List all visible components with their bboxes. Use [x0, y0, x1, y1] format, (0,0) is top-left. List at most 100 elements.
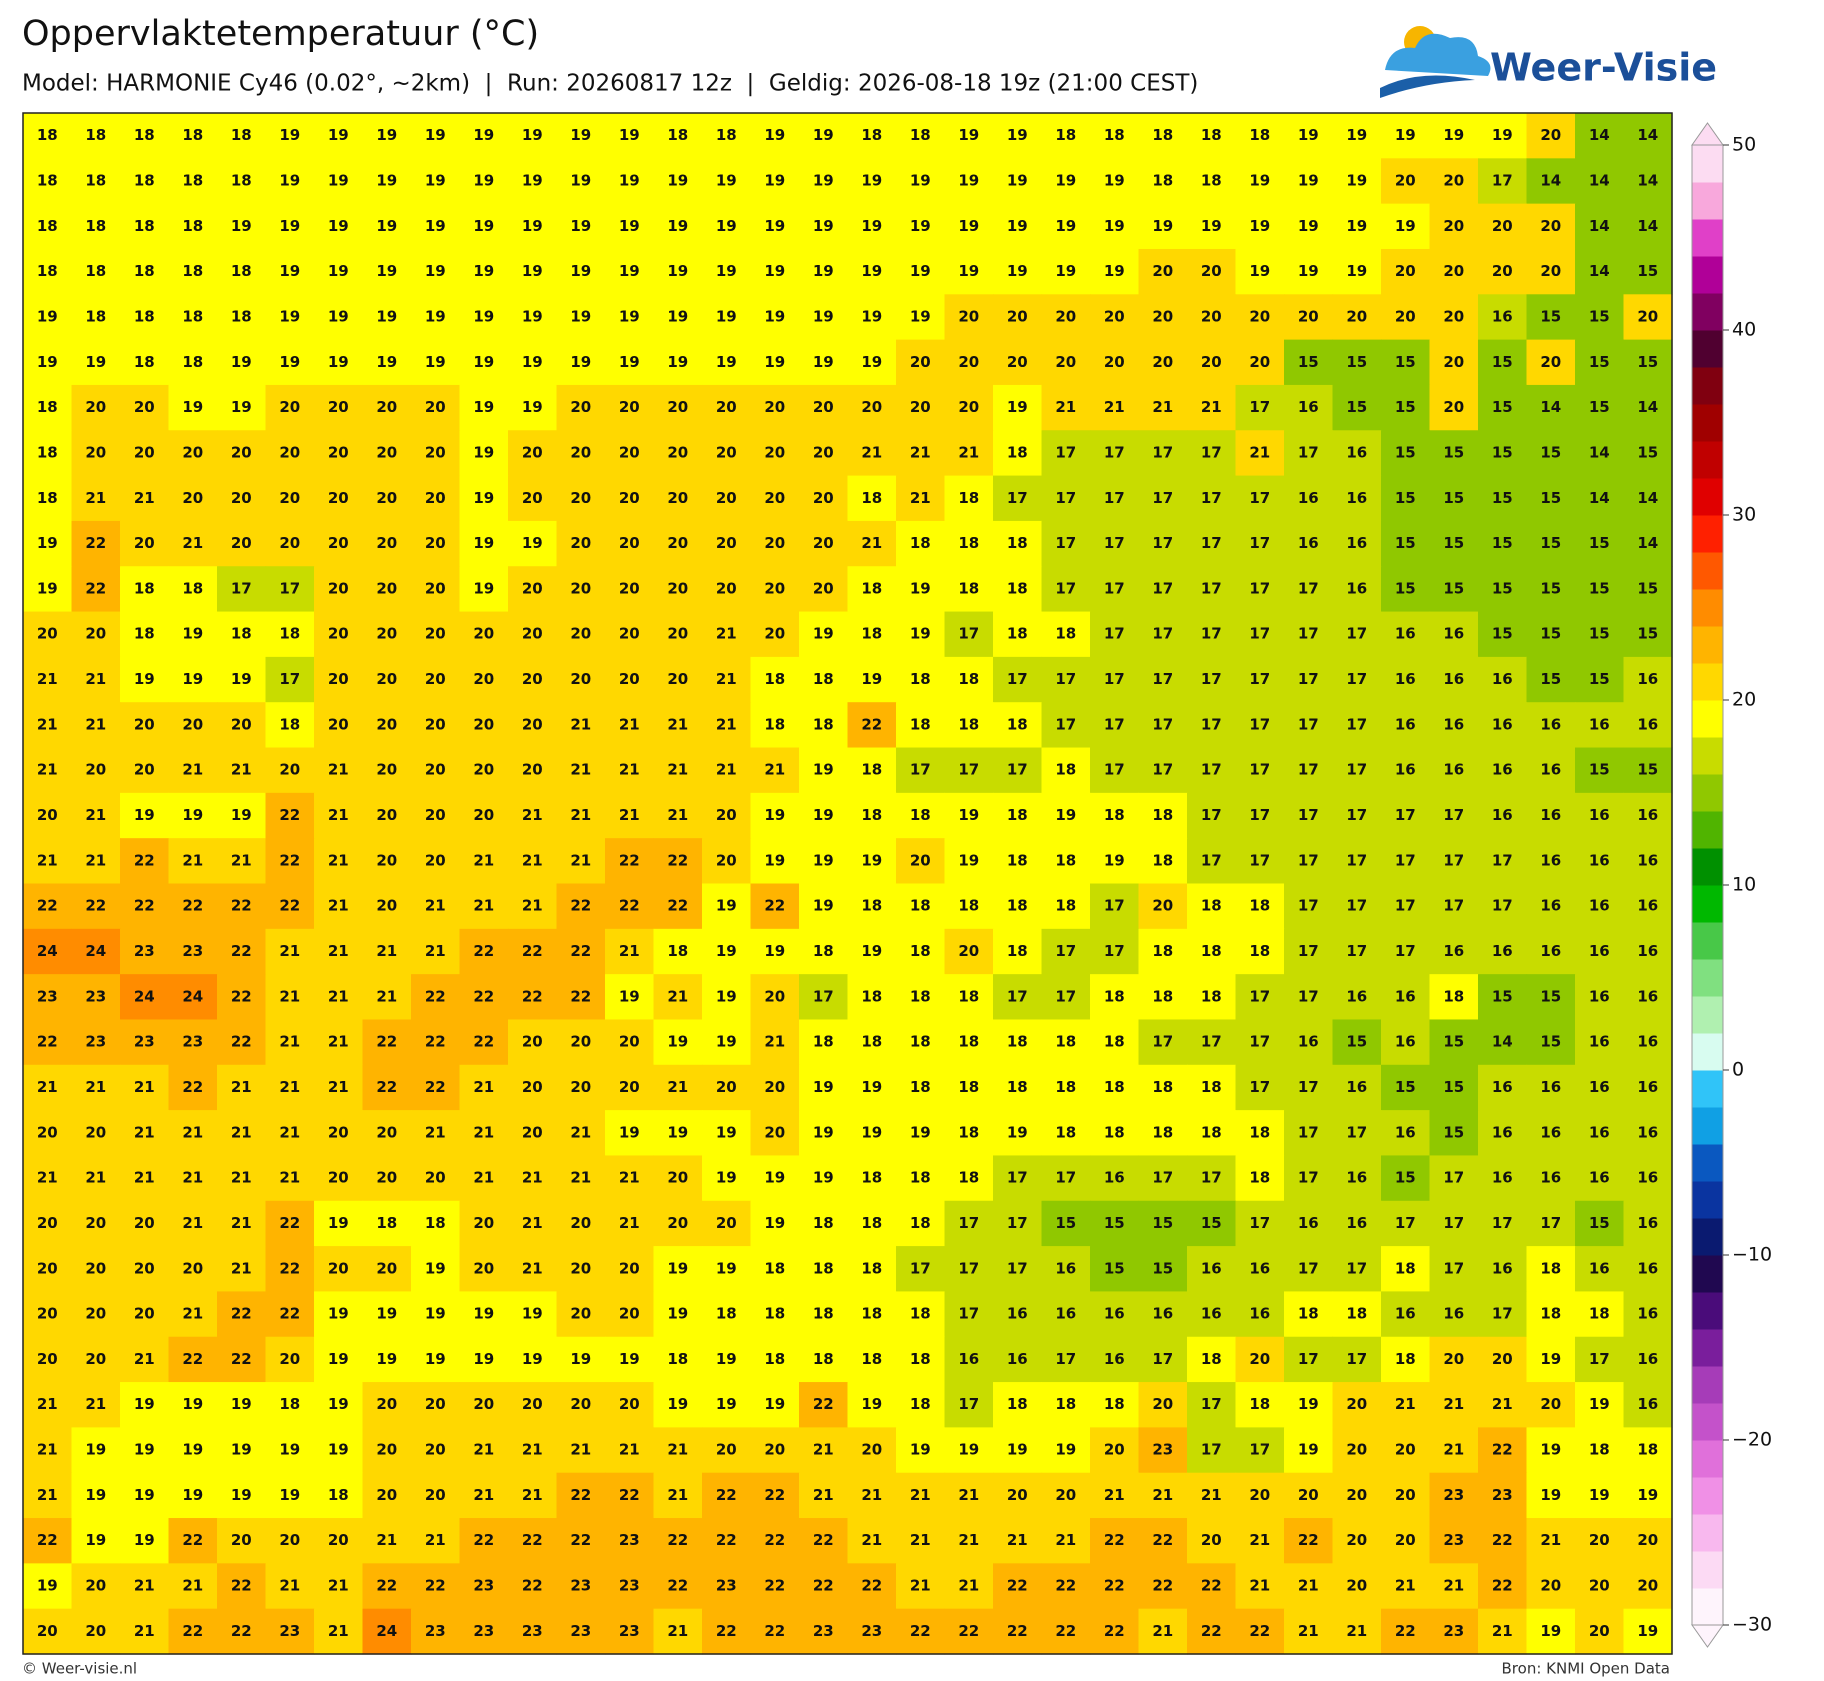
- temperature-label: 19: [1104, 171, 1125, 189]
- temperature-cell: [1284, 747, 1334, 794]
- temperature-label: 16: [1540, 715, 1561, 733]
- temperature-label: 20: [1007, 1486, 1028, 1504]
- temperature-cell: [847, 1155, 897, 1202]
- temperature-cell: [750, 838, 800, 885]
- temperature-label: 18: [182, 126, 203, 144]
- temperature-label: 20: [1540, 217, 1561, 235]
- temperature-label: 21: [1152, 1486, 1173, 1504]
- temperature-label: 16: [1540, 942, 1561, 960]
- temperature-cell: [1381, 113, 1431, 159]
- temperature-label: 20: [570, 1214, 591, 1232]
- temperature-label: 19: [667, 353, 688, 371]
- temperature-cell: [217, 1110, 267, 1157]
- temperature-label: 18: [764, 715, 785, 733]
- temperature-label: 19: [764, 217, 785, 235]
- temperature-label: 17: [1346, 1259, 1367, 1277]
- temperature-cell: [1284, 1336, 1334, 1383]
- temperature-label: 15: [1443, 534, 1464, 552]
- temperature-label: 22: [231, 1350, 252, 1368]
- temperature-label: 21: [1492, 1395, 1513, 1413]
- temperature-cell: [1138, 883, 1188, 930]
- temperature-label: 20: [764, 987, 785, 1005]
- temperature-label: 20: [376, 670, 397, 688]
- temperature-cell: [265, 566, 315, 613]
- temperature-cell: [1090, 158, 1140, 205]
- temperature-cell: [1284, 384, 1334, 431]
- temperature-label: 20: [958, 307, 979, 325]
- temperature-label: 18: [182, 353, 203, 371]
- temperature-label: 18: [1249, 1395, 1270, 1413]
- temperature-cell: [23, 1608, 73, 1655]
- temperature-cell: [1284, 1563, 1334, 1610]
- temperature-cell: [23, 1200, 73, 1247]
- temperature-label: 15: [1589, 670, 1610, 688]
- temperature-label: 21: [231, 1169, 252, 1187]
- temperature-label: 22: [619, 1486, 640, 1504]
- temperature-label: 21: [182, 761, 203, 779]
- temperature-label: 20: [1492, 1350, 1513, 1368]
- temperature-cell: [993, 1563, 1043, 1610]
- temperature-cell: [1041, 566, 1091, 613]
- temperature-label: 21: [1443, 1441, 1464, 1459]
- temperature-label: 17: [1395, 1214, 1416, 1232]
- temperature-label: 17: [279, 579, 300, 597]
- temperature-cell: [265, 1608, 315, 1655]
- temperature-label: 17: [1104, 489, 1125, 507]
- temperature-label: 19: [619, 217, 640, 235]
- temperature-label: 15: [1395, 1169, 1416, 1187]
- temperature-label: 19: [667, 1395, 688, 1413]
- temperature-cell: [71, 747, 121, 794]
- temperature-label: 16: [1395, 670, 1416, 688]
- temperature-label: 22: [1492, 1531, 1513, 1549]
- temperature-label: 21: [522, 897, 543, 915]
- temperature-cell: [1187, 1608, 1237, 1655]
- temperature-label: 18: [1637, 1441, 1658, 1459]
- temperature-cell: [508, 1246, 558, 1293]
- temperature-label: 16: [1346, 1214, 1367, 1232]
- temperature-label: 18: [231, 171, 252, 189]
- temperature-cell: [265, 384, 315, 431]
- temperature-label: 21: [134, 1622, 155, 1640]
- temperature-cell: [508, 747, 558, 794]
- temperature-label: 17: [1298, 987, 1319, 1005]
- temperature-cell: [217, 1291, 267, 1338]
- temperature-label: 21: [85, 489, 106, 507]
- temperature-cell: [1575, 702, 1625, 749]
- temperature-label: 19: [1589, 1486, 1610, 1504]
- temperature-label: 19: [134, 806, 155, 824]
- temperature-cell: [1526, 1427, 1576, 1474]
- temperature-cell: [944, 656, 994, 703]
- temperature-label: 17: [279, 670, 300, 688]
- temperature-label: 17: [1104, 761, 1125, 779]
- temperature-cell: [1138, 1110, 1188, 1157]
- temperature-cell: [1284, 792, 1334, 839]
- temperature-cell: [702, 1518, 752, 1564]
- temperature-cell: [362, 339, 412, 386]
- temperature-label: 16: [1443, 942, 1464, 960]
- temperature-cell: [1041, 747, 1091, 794]
- temperature-cell: [702, 1064, 752, 1111]
- temperature-label: 19: [473, 353, 494, 371]
- temperature-cell: [459, 1563, 509, 1610]
- temperature-label: 20: [328, 489, 349, 507]
- temperature-label: 18: [1055, 126, 1076, 144]
- temperature-cell: [1381, 838, 1431, 885]
- temperature-cell: [1478, 1518, 1528, 1564]
- temperature-label: 19: [1007, 217, 1028, 235]
- temperature-cell: [71, 883, 121, 930]
- temperature-label: 17: [1249, 806, 1270, 824]
- temperature-label: 18: [1007, 579, 1028, 597]
- temperature-label: 18: [813, 1305, 834, 1323]
- temperature-label: 21: [37, 1078, 58, 1096]
- temperature-label: 15: [1492, 398, 1513, 416]
- temperature-cell: [847, 1200, 897, 1247]
- temperature-cell: [1284, 430, 1334, 477]
- temperature-label: 20: [1395, 1441, 1416, 1459]
- temperature-label: 20: [279, 534, 300, 552]
- temperature-label: 21: [1152, 1622, 1173, 1640]
- temperature-cell: [702, 430, 752, 477]
- temperature-cell: [944, 1019, 994, 1066]
- temperature-cell: [1138, 1064, 1188, 1111]
- temperature-label: 18: [1055, 1033, 1076, 1051]
- temperature-label: 20: [376, 806, 397, 824]
